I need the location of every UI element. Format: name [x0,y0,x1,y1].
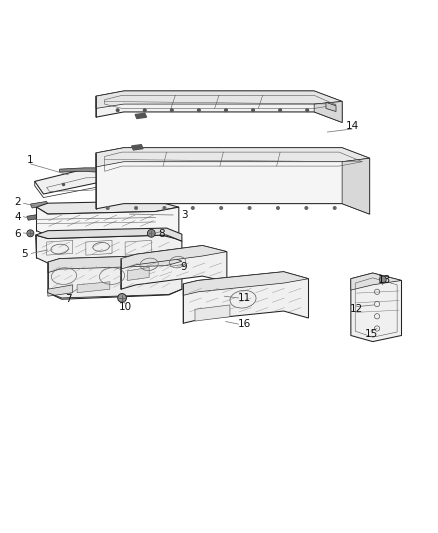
Circle shape [305,207,307,209]
Polygon shape [36,207,179,239]
Circle shape [135,207,138,209]
Polygon shape [77,282,110,293]
Polygon shape [342,158,370,214]
Circle shape [279,109,282,111]
Polygon shape [121,246,227,269]
Circle shape [248,207,251,209]
Text: 8: 8 [158,229,165,239]
Text: 9: 9 [180,262,187,272]
Text: 3: 3 [181,210,187,220]
Text: 1: 1 [27,155,34,165]
Polygon shape [121,246,227,289]
Circle shape [306,109,308,111]
Polygon shape [35,228,182,241]
Text: 10: 10 [119,302,132,312]
Polygon shape [60,168,144,175]
Circle shape [144,109,146,111]
Text: 4: 4 [14,212,21,222]
Polygon shape [27,215,39,220]
Polygon shape [135,113,147,118]
Circle shape [148,229,155,237]
Circle shape [379,276,386,283]
Circle shape [118,294,127,302]
Text: 11: 11 [238,293,251,303]
Circle shape [106,207,109,209]
Polygon shape [183,272,308,295]
Polygon shape [35,235,182,265]
Circle shape [198,109,200,111]
Text: 16: 16 [238,319,251,329]
Circle shape [225,109,227,111]
Text: 2: 2 [14,197,21,207]
Polygon shape [127,268,149,280]
Circle shape [252,109,254,111]
Polygon shape [314,101,342,123]
Circle shape [117,109,119,111]
Text: 7: 7 [65,294,72,304]
Polygon shape [351,273,402,290]
Polygon shape [36,201,179,214]
Polygon shape [48,255,182,272]
Text: 15: 15 [364,329,378,339]
Text: 5: 5 [21,249,28,259]
Polygon shape [96,148,370,214]
Text: 13: 13 [378,276,391,286]
Polygon shape [96,148,370,167]
Circle shape [277,207,279,209]
Polygon shape [132,144,143,150]
Polygon shape [183,272,308,323]
Circle shape [170,109,173,111]
Text: 14: 14 [346,121,359,131]
Polygon shape [30,201,49,208]
Polygon shape [195,305,230,321]
Polygon shape [48,255,182,299]
Polygon shape [326,102,336,111]
Polygon shape [35,168,144,194]
Polygon shape [96,91,342,108]
Polygon shape [351,273,402,342]
Text: 12: 12 [350,304,363,314]
Polygon shape [48,285,73,296]
Circle shape [27,230,34,237]
Circle shape [163,207,166,209]
Text: 6: 6 [14,229,21,239]
Circle shape [191,207,194,209]
Circle shape [220,207,223,209]
Polygon shape [96,91,342,123]
Circle shape [333,207,336,209]
